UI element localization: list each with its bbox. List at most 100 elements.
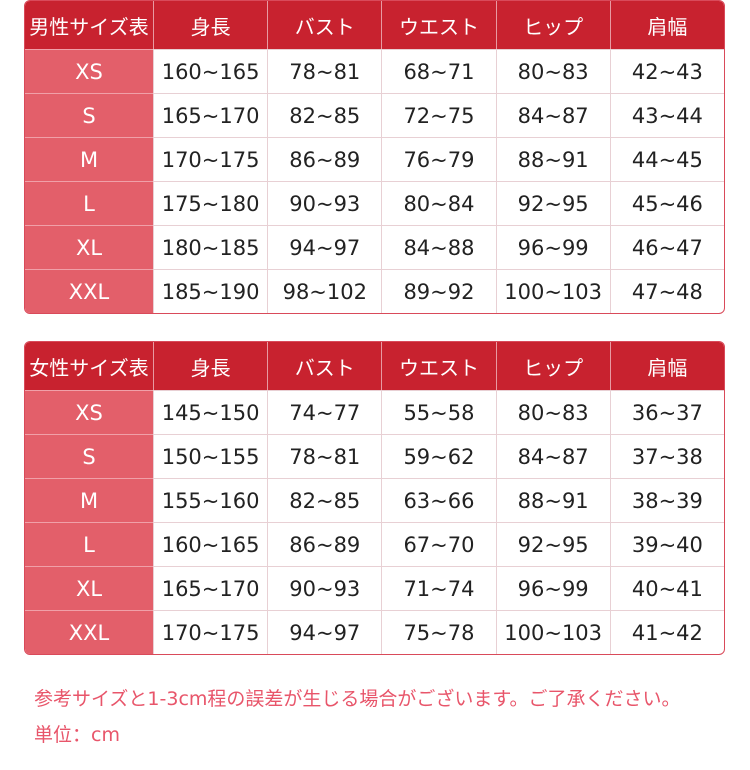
size-label: L xyxy=(25,522,153,566)
table-row: L 160~165 86~89 67~70 92~95 39~40 xyxy=(25,522,724,566)
measurement-cell: 160~165 xyxy=(153,49,268,93)
size-label: XL xyxy=(25,225,153,269)
column-header: 肩幅 xyxy=(609,342,724,390)
measurement-cell: 96~99 xyxy=(495,225,610,269)
size-label: XXL xyxy=(25,269,153,313)
measurement-cell: 94~97 xyxy=(267,225,382,269)
measurement-cell: 78~81 xyxy=(267,49,382,93)
measurement-cell: 185~190 xyxy=(153,269,268,313)
measurement-cell: 82~85 xyxy=(267,478,382,522)
column-header: ウエスト xyxy=(381,342,496,390)
measurement-cell: 175~180 xyxy=(153,181,268,225)
header-row: 女性サイズ表 身長 バスト ウエスト ヒップ 肩幅 xyxy=(25,342,724,390)
table-row: M 155~160 82~85 63~66 88~91 38~39 xyxy=(25,478,724,522)
measurement-cell: 37~38 xyxy=(609,434,724,478)
measurement-cell: 71~74 xyxy=(381,566,496,610)
measurement-cell: 40~41 xyxy=(609,566,724,610)
measurement-cell: 170~175 xyxy=(153,610,268,654)
size-label: XS xyxy=(25,390,153,434)
measurement-cell: 72~75 xyxy=(381,93,496,137)
measurement-cell: 90~93 xyxy=(267,566,382,610)
size-label: XS xyxy=(25,49,153,93)
column-header: 身長 xyxy=(153,1,268,49)
measurement-cell: 39~40 xyxy=(609,522,724,566)
measurement-cell: 86~89 xyxy=(267,137,382,181)
measurement-cell: 92~95 xyxy=(495,522,610,566)
size-label: XL xyxy=(25,566,153,610)
measurement-cell: 47~48 xyxy=(609,269,724,313)
column-header: ウエスト xyxy=(381,1,496,49)
measurement-cell: 38~39 xyxy=(609,478,724,522)
measurement-cell: 45~46 xyxy=(609,181,724,225)
measurement-cell: 92~95 xyxy=(495,181,610,225)
measurement-cell: 160~165 xyxy=(153,522,268,566)
measurement-cell: 165~170 xyxy=(153,93,268,137)
measurement-cell: 180~185 xyxy=(153,225,268,269)
measurement-cell: 165~170 xyxy=(153,566,268,610)
measurement-cell: 98~102 xyxy=(267,269,382,313)
size-label: S xyxy=(25,434,153,478)
measurement-cell: 88~91 xyxy=(495,137,610,181)
column-header: バスト xyxy=(267,342,382,390)
header-row: 男性サイズ表 身長 バスト ウエスト ヒップ 肩幅 xyxy=(25,1,724,49)
measurement-cell: 155~160 xyxy=(153,478,268,522)
measurement-cell: 84~87 xyxy=(495,434,610,478)
measurement-cell: 43~44 xyxy=(609,93,724,137)
measurement-cell: 170~175 xyxy=(153,137,268,181)
measurement-cell: 150~155 xyxy=(153,434,268,478)
women-size-table: 女性サイズ表 身長 バスト ウエスト ヒップ 肩幅 XS 145~150 74~77 55~58 8… xyxy=(24,341,725,655)
column-header: 肩幅 xyxy=(609,1,724,49)
size-label: S xyxy=(25,93,153,137)
table-row: M 170~175 86~89 76~79 88~91 44~45 xyxy=(25,137,724,181)
column-header: ヒップ xyxy=(495,342,610,390)
table-row: S 150~155 78~81 59~62 84~87 37~38 xyxy=(25,434,724,478)
measurement-cell: 80~83 xyxy=(495,390,610,434)
measurement-cell: 80~84 xyxy=(381,181,496,225)
measurement-cell: 36~37 xyxy=(609,390,724,434)
table-row: XL 165~170 90~93 71~74 96~99 40~41 xyxy=(25,566,724,610)
table-title: 女性サイズ表 xyxy=(25,342,153,390)
disclaimer-note: 参考サイズと1-3cm程の誤差が生じる場合がございます。ご了承ください。 xyxy=(34,688,681,710)
measurement-cell: 76~79 xyxy=(381,137,496,181)
men-size-table: 男性サイズ表 身長 バスト ウエスト ヒップ 肩幅 XS 160~165 78~81 68~71 8… xyxy=(24,0,725,314)
table-row: S 165~170 82~85 72~75 84~87 43~44 xyxy=(25,93,724,137)
size-label: XXL xyxy=(25,610,153,654)
measurement-cell: 67~70 xyxy=(381,522,496,566)
measurement-cell: 90~93 xyxy=(267,181,382,225)
measurement-cell: 94~97 xyxy=(267,610,382,654)
measurement-cell: 82~85 xyxy=(267,93,382,137)
table-row: XS 145~150 74~77 55~58 80~83 36~37 xyxy=(25,390,724,434)
measurement-cell: 88~91 xyxy=(495,478,610,522)
measurement-cell: 80~83 xyxy=(495,49,610,93)
measurement-cell: 41~42 xyxy=(609,610,724,654)
table-row: XL 180~185 94~97 84~88 96~99 46~47 xyxy=(25,225,724,269)
measurement-cell: 100~103 xyxy=(495,269,610,313)
table-row: XS 160~165 78~81 68~71 80~83 42~43 xyxy=(25,49,724,93)
measurement-cell: 59~62 xyxy=(381,434,496,478)
column-header: 身長 xyxy=(153,342,268,390)
measurement-cell: 75~78 xyxy=(381,610,496,654)
column-header: ヒップ xyxy=(495,1,610,49)
measurement-cell: 46~47 xyxy=(609,225,724,269)
size-label: M xyxy=(25,137,153,181)
measurement-cell: 42~43 xyxy=(609,49,724,93)
measurement-cell: 100~103 xyxy=(495,610,610,654)
measurement-cell: 68~71 xyxy=(381,49,496,93)
measurement-cell: 55~58 xyxy=(381,390,496,434)
table-row: XXL 185~190 98~102 89~92 100~103 47~48 xyxy=(25,269,724,313)
table-row: L 175~180 90~93 80~84 92~95 45~46 xyxy=(25,181,724,225)
table-title: 男性サイズ表 xyxy=(25,1,153,49)
measurement-cell: 89~92 xyxy=(381,269,496,313)
size-label: L xyxy=(25,181,153,225)
measurement-cell: 44~45 xyxy=(609,137,724,181)
column-header: バスト xyxy=(267,1,382,49)
measurement-cell: 86~89 xyxy=(267,522,382,566)
measurement-cell: 78~81 xyxy=(267,434,382,478)
table-row: XXL 170~175 94~97 75~78 100~103 41~42 xyxy=(25,610,724,654)
measurement-cell: 84~87 xyxy=(495,93,610,137)
unit-note: 単位：cm xyxy=(34,724,120,746)
measurement-cell: 74~77 xyxy=(267,390,382,434)
size-label: M xyxy=(25,478,153,522)
measurement-cell: 145~150 xyxy=(153,390,268,434)
measurement-cell: 96~99 xyxy=(495,566,610,610)
